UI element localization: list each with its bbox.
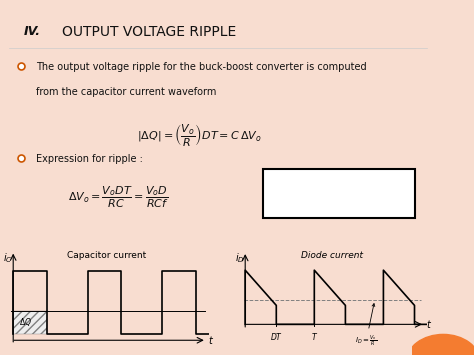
Text: $T$: $T$ (311, 331, 318, 342)
Wedge shape (406, 334, 474, 355)
Text: $t$: $t$ (208, 334, 214, 346)
Text: Expression for ripple :: Expression for ripple : (36, 154, 142, 164)
Text: $I_D = \frac{V_o}{R}$: $I_D = \frac{V_o}{R}$ (355, 304, 377, 349)
Text: The output voltage ripple for the buck-boost converter is computed: The output voltage ripple for the buck-b… (36, 62, 366, 72)
Text: $\Delta Q$: $\Delta Q$ (19, 316, 32, 328)
Text: $i_D$: $i_D$ (235, 251, 244, 265)
Text: Diode current: Diode current (301, 251, 363, 260)
Text: $|\Delta Q| = \left(\dfrac{V_o}{R}\right)DT = C\,\Delta V_o$: $|\Delta Q| = \left(\dfrac{V_o}{R}\right… (137, 122, 261, 148)
FancyBboxPatch shape (431, 0, 474, 355)
Text: IV.: IV. (24, 25, 41, 38)
Text: Capacitor current: Capacitor current (67, 251, 146, 260)
Text: $\dfrac{\Delta V_o}{V_o} = \dfrac{D}{RCf}$: $\dfrac{\Delta V_o}{V_o} = \dfrac{D}{RCf… (310, 180, 368, 207)
Text: $i_C$: $i_C$ (3, 251, 12, 264)
FancyBboxPatch shape (263, 169, 415, 218)
Text: $DT$: $DT$ (270, 331, 283, 342)
Polygon shape (13, 311, 47, 334)
Text: OUTPUT VOLTAGE RIPPLE: OUTPUT VOLTAGE RIPPLE (62, 25, 236, 39)
Text: from the capacitor current waveform: from the capacitor current waveform (36, 87, 216, 97)
Text: $t$: $t$ (426, 318, 432, 331)
Text: $\Delta V_o = \dfrac{V_o DT}{RC} = \dfrac{V_o D}{RCf}$: $\Delta V_o = \dfrac{V_o DT}{RC} = \dfra… (68, 185, 169, 210)
